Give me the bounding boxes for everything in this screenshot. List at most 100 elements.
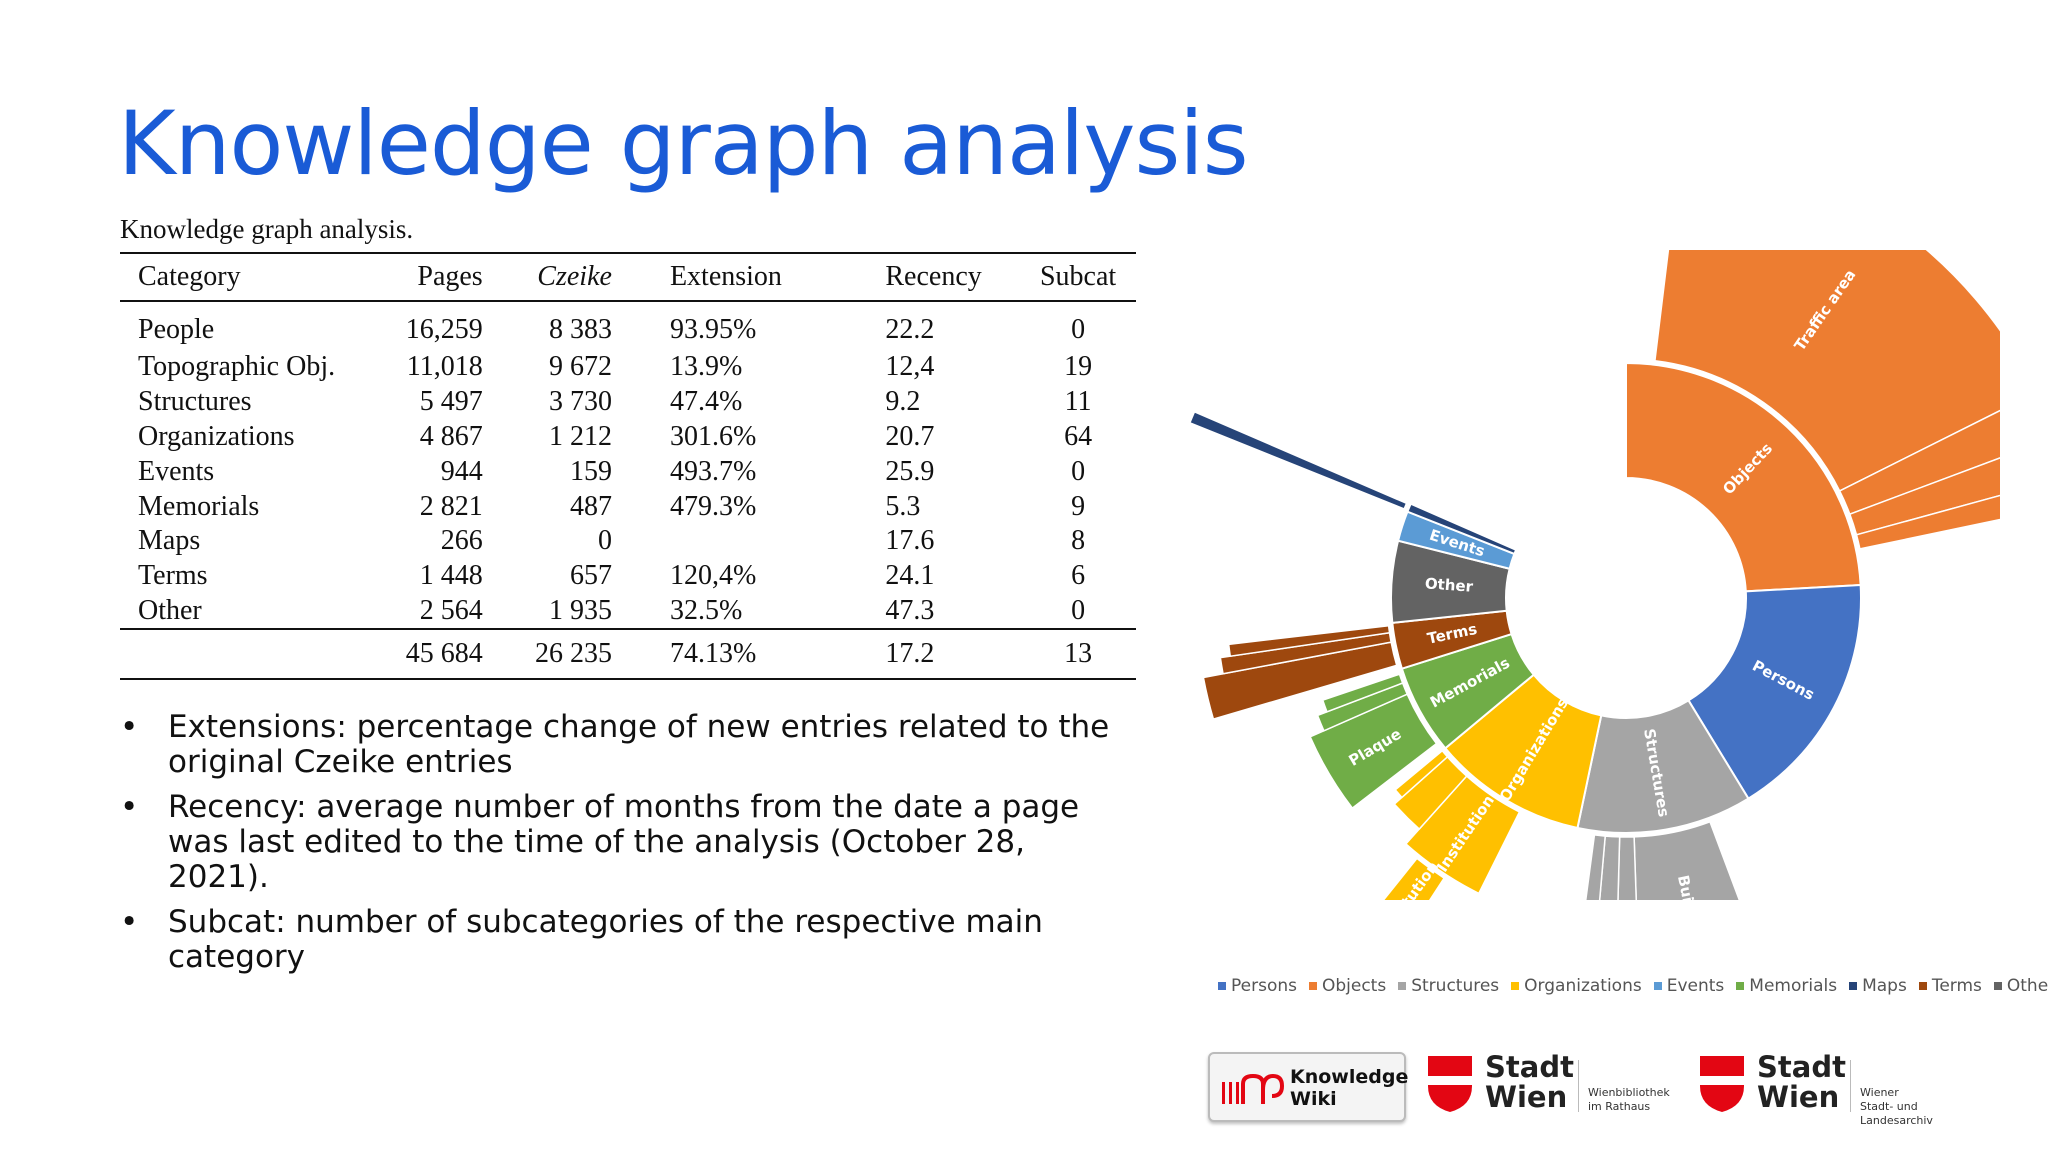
cell-extension: [620, 524, 830, 559]
cell-recency: 20.7: [885, 420, 935, 452]
table-total-row: 45 684 26 235 74.13% 17.2 13: [120, 628, 1136, 681]
cell-extension: 32.5%: [669, 594, 743, 626]
total-recency: 17.2: [830, 628, 1021, 681]
cell-pages: 5 497: [419, 386, 483, 418]
cell-czeike: 3 730: [548, 386, 612, 418]
sunburst-slice-persons: [1687, 583, 1862, 800]
legend-item-events: Events: [1653, 976, 1725, 996]
cell-extension: 479.3%: [669, 490, 757, 522]
cell-subcat: 0: [1071, 455, 1086, 487]
cell-czeike: 159: [569, 455, 612, 487]
legend-swatch: [1653, 982, 1662, 990]
table-row: Events 944 159 493.7% 25.9 0: [120, 454, 1136, 489]
note-item: Subcat: number of subcategories of the r…: [118, 905, 1118, 975]
table-row: Maps 266 0 17.6 8: [120, 524, 1136, 559]
cell-subcat: 8: [1071, 525, 1086, 557]
legend-swatch: [1308, 982, 1317, 990]
cell-recency: 47.3: [885, 594, 935, 626]
cell-subcat: 9: [1071, 490, 1086, 522]
cell-subcat: 0: [1071, 314, 1086, 345]
sunburst-outer-traffic-area: [1654, 250, 2000, 492]
sunburst-outer-objects-sub: [1855, 494, 2000, 550]
legend-swatch: [1736, 982, 1745, 990]
cell-subcat: 11: [1064, 386, 1092, 418]
cell-recency: 5.3: [885, 490, 921, 522]
cell-czeike: 1 935: [548, 594, 612, 626]
sunburst-outer-nazi-institution: [1382, 857, 1446, 900]
legend-item-maps: Maps: [1849, 976, 1907, 996]
cell-czeike: 8 383: [548, 314, 612, 345]
sunburst-outer-structures-sub: [1585, 834, 1607, 900]
cell-czeike: 0: [597, 525, 612, 557]
sunburst-chart: ObjectsPersonsStructuresOrganizationsMem…: [1188, 250, 2000, 900]
cell-recency: 24.1: [885, 560, 935, 592]
cell-category: People: [138, 314, 215, 345]
cell-czeike: 487: [569, 490, 612, 522]
sunburst-outer-organizations-sub: [1394, 749, 1449, 799]
cell-czeike: 1 212: [548, 420, 612, 452]
cell-extension: 493.7%: [669, 455, 757, 487]
knowledge-graph-table: Category Pages Czeike Extension Recency …: [120, 252, 1136, 681]
vienna-shield-icon: [1428, 1056, 1472, 1112]
cell-czeike: 9 672: [548, 351, 612, 383]
cell-extension: 120,4%: [669, 560, 757, 592]
col-header-pages: Pages: [367, 252, 491, 302]
legend-swatch: [1918, 982, 1927, 990]
cell-pages: 2 564: [419, 594, 483, 626]
legend-label: Structures: [1411, 976, 1500, 996]
col-header-recency: Recency: [830, 252, 1021, 302]
legend-label: Terms: [1931, 976, 1982, 996]
legend-label: Objects: [1321, 976, 1387, 996]
logo-separator: [1850, 1060, 1851, 1112]
table-row: Structures 5 497 3 730 47.4% 9.2 11: [120, 385, 1136, 420]
chart-legend: Persons Objects Structures Organizations Eve…: [1218, 976, 2048, 996]
cell-pages: 4 867: [419, 420, 483, 452]
legend-item-terms: Terms: [1918, 976, 1982, 996]
total-czeike: 26 235: [490, 628, 620, 681]
vienna-shield-icon: [1700, 1056, 1744, 1112]
cell-extension: 47.4%: [669, 386, 743, 418]
cell-category: Maps: [138, 525, 201, 557]
landesarchiv-text: Wiener Stadt- und Landesarchiv: [1860, 1086, 1933, 1127]
cell-pages: 266: [440, 525, 483, 557]
table-row: People 16,259 8 383 93.95% 22.2 0: [120, 301, 1136, 350]
cell-subcat: 64: [1064, 420, 1093, 452]
total-pages: 45 684: [367, 628, 491, 681]
legend-swatch: [1849, 982, 1858, 990]
notes-list: Extensions: percentage change of new ent…: [118, 710, 1118, 985]
sunburst-slice-objects: [1625, 361, 1862, 593]
col-header-subcat: Subcat: [1020, 252, 1136, 302]
sunburst-outer-terms-sub: [1227, 624, 1391, 658]
logo-separator: [1578, 1060, 1579, 1112]
legend-item-memorials: Memorials: [1736, 976, 1837, 996]
knowledge-wiki-logo: Knowledge Wiki: [1208, 1052, 1409, 1122]
cell-category: Topographic Obj.: [138, 351, 336, 383]
cell-recency: 25.9: [885, 455, 935, 487]
table-row: Other 2 564 1 935 32.5% 47.3 0: [120, 594, 1136, 630]
table-row: Memorials 2 821 487 479.3% 5.3 9: [120, 489, 1136, 524]
legend-label: Events: [1666, 976, 1725, 996]
legend-label: Memorials: [1749, 976, 1838, 996]
cell-recency: 9.2: [885, 386, 921, 418]
legend-item-other: Other: [1993, 976, 2048, 996]
knowledge-wiki-text: Knowledge Wiki: [1290, 1066, 1409, 1110]
cell-recency: 22.2: [885, 314, 935, 345]
total-subcat: 13: [1020, 628, 1136, 681]
cell-extension: 13.9%: [669, 351, 743, 383]
legend-label: Organizations: [1524, 976, 1642, 996]
sunburst-slice-maps: [1406, 502, 1518, 556]
cell-category: Structures: [138, 386, 252, 418]
logo-bar: Knowledge Wiki Stadt Wien Wienbibliothek…: [1208, 1048, 1968, 1127]
table-header-row: Category Pages Czeike Extension Recency …: [120, 252, 1136, 302]
cell-recency: 12,4: [885, 351, 935, 383]
cell-pages: 16,259: [405, 314, 483, 345]
col-header-extension: Extension: [619, 252, 831, 302]
total-extension: 74.13%: [619, 628, 831, 681]
sunburst-outer-building: [1633, 820, 1741, 900]
wienbibliothek-text: Wienbibliothek im Rathaus: [1588, 1086, 1670, 1113]
cell-pages: 1 448: [419, 560, 483, 592]
table-caption: Knowledge graph analysis.: [120, 214, 414, 244]
cell-extension: 93.95%: [669, 314, 757, 345]
cell-category: Terms: [138, 560, 208, 592]
col-header-category: Category: [120, 252, 368, 302]
